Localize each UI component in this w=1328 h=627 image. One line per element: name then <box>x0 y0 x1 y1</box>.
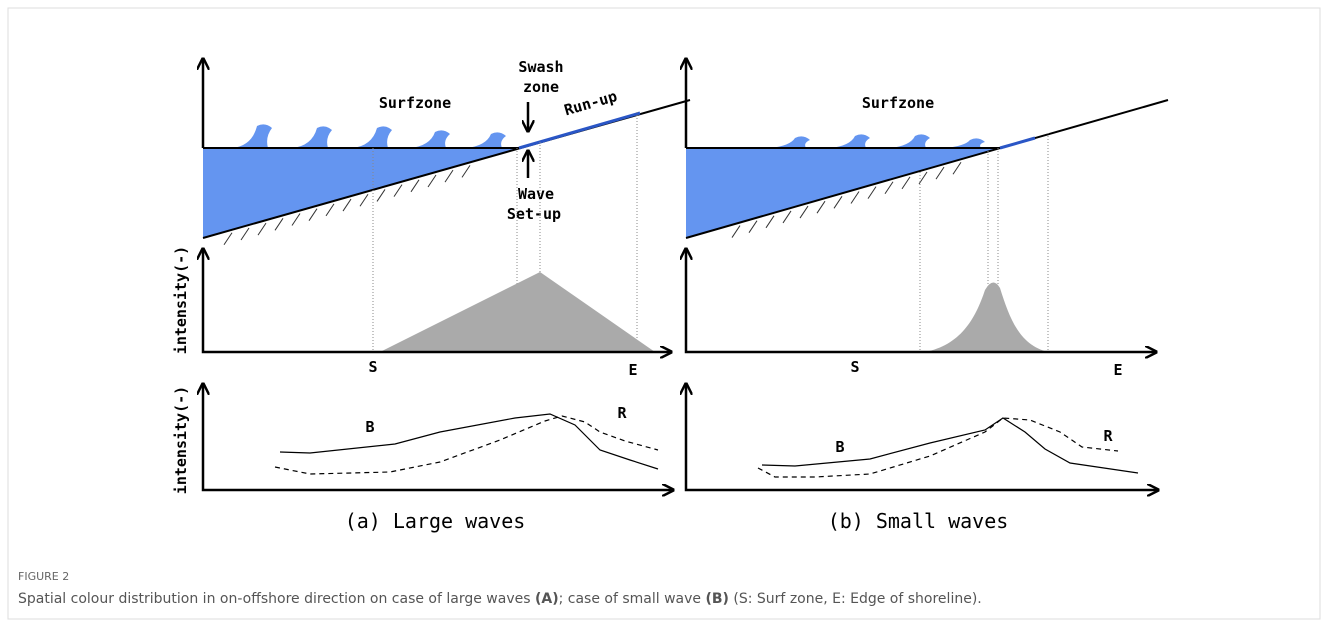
wave <box>770 136 810 148</box>
hatch-mark <box>394 185 402 197</box>
hatch-mark <box>902 177 910 189</box>
hatch-mark <box>851 191 859 203</box>
surfzone-label: Surfzone <box>862 94 934 112</box>
hatch-mark <box>224 233 232 245</box>
figure-number: FIGURE 2 <box>18 570 69 583</box>
hatch-mark <box>885 182 893 194</box>
hatch-mark <box>953 162 961 174</box>
wave <box>352 126 392 148</box>
panel-label: (a) Large waves <box>345 509 526 533</box>
runup-label: Run-up <box>562 87 619 119</box>
hatch-mark <box>428 175 436 187</box>
hatch-mark <box>749 221 757 233</box>
hatch-mark <box>377 189 385 201</box>
s-label: S <box>368 358 377 376</box>
hatch-mark <box>309 209 317 221</box>
hatch-mark <box>343 199 351 211</box>
runup-water <box>519 113 640 148</box>
swash-label: Swash <box>518 58 563 76</box>
hatch-mark <box>292 214 300 226</box>
hatch-mark <box>732 226 740 238</box>
wave <box>890 134 930 148</box>
r-label: R <box>1103 427 1113 445</box>
hatch-mark <box>834 196 842 208</box>
hatch-mark <box>258 223 266 235</box>
curve-r <box>275 416 658 474</box>
b-label: B <box>365 418 374 436</box>
wave <box>410 130 450 148</box>
wave <box>830 134 870 148</box>
intensity-area <box>925 282 1048 352</box>
panel-a: Surfzone Swash zone Run-up Wave Set-up i… <box>172 58 690 533</box>
figure: Surfzone Swash zone Run-up Wave Set-up i… <box>0 0 1328 627</box>
hatch-mark <box>326 204 334 216</box>
hatch-mark <box>360 194 368 206</box>
axes <box>686 385 1157 490</box>
caption-text: (S: Surf zone, E: Edge of shoreline). <box>729 591 982 607</box>
e-label: E <box>628 361 637 379</box>
waves <box>232 124 506 148</box>
setup-label: Wave <box>518 185 554 203</box>
caption-text: Spatial colour distribution in on-offsho… <box>18 591 535 607</box>
curve-b <box>762 418 1138 473</box>
panel-label: (b) Small waves <box>828 509 1009 533</box>
e-label: E <box>1113 361 1122 379</box>
page: Surfzone Swash zone Run-up Wave Set-up i… <box>0 0 1328 627</box>
hatch-mark <box>766 216 774 228</box>
hatch-mark <box>462 165 470 177</box>
curve-r <box>758 418 1118 477</box>
runup-water <box>1000 138 1035 148</box>
y-axis-label: intensity(-) <box>172 386 190 494</box>
hatch-mark <box>445 170 453 182</box>
caption-ref: (B) <box>705 591 728 607</box>
wave <box>945 138 985 148</box>
caption: Spatial colour distribution in on-offsho… <box>18 591 982 607</box>
b-label: B <box>835 438 844 456</box>
hatch-mark <box>817 201 825 213</box>
swash-label: zone <box>523 78 559 96</box>
wave <box>232 124 272 148</box>
hatch-mark <box>868 187 876 199</box>
caption-ref: (A) <box>535 591 559 607</box>
hatch-mark <box>241 228 249 240</box>
wave <box>292 126 332 148</box>
wave <box>466 132 506 148</box>
hatch-mark <box>800 206 808 218</box>
hatch-mark <box>275 218 283 230</box>
setup-label: Set-up <box>507 205 561 223</box>
curve-b <box>280 414 658 469</box>
r-label: R <box>617 404 627 422</box>
hatch-mark <box>936 167 944 179</box>
panel-b: Surfzone S E B R (b) Small waves <box>686 60 1168 533</box>
axes <box>203 385 672 490</box>
s-label: S <box>850 358 859 376</box>
caption-text: ; case of small wave <box>559 591 706 607</box>
surfzone-label: Surfzone <box>379 94 451 112</box>
frame <box>8 8 1320 619</box>
hatch-mark <box>783 211 791 223</box>
hatch-mark <box>411 180 419 192</box>
y-axis-label: intensity(-) <box>172 246 190 354</box>
waves <box>770 134 985 148</box>
intensity-area <box>380 272 655 352</box>
